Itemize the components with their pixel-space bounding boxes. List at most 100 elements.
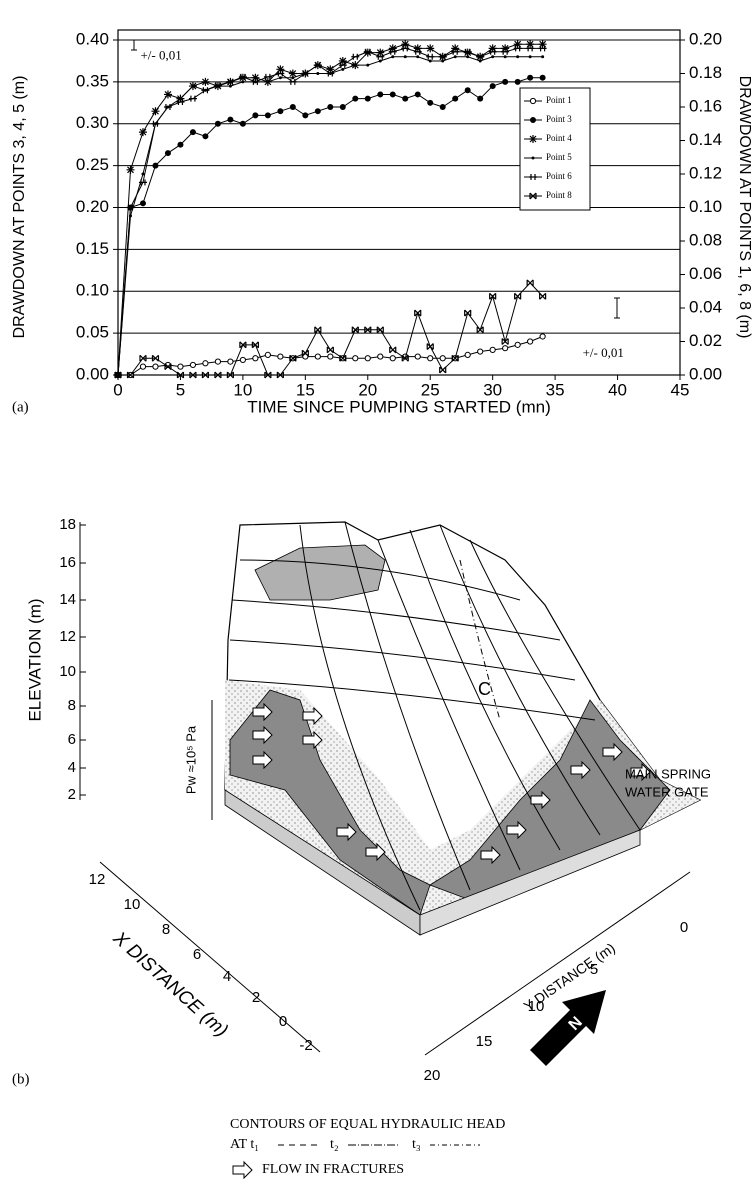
tick-label: 2 bbox=[252, 989, 260, 1006]
tick-label: 20 bbox=[424, 1067, 441, 1084]
marker bbox=[126, 371, 135, 379]
marker bbox=[313, 62, 322, 69]
panel-label: (a) bbox=[12, 399, 29, 415]
elevation-label: ELEVATION (m) bbox=[25, 598, 44, 721]
marker bbox=[377, 353, 384, 360]
marker bbox=[516, 55, 520, 59]
marker bbox=[364, 95, 371, 102]
y-distance-axis bbox=[424, 871, 691, 1056]
marker bbox=[363, 48, 372, 57]
marker bbox=[452, 95, 459, 102]
marker bbox=[202, 133, 209, 140]
marker bbox=[276, 371, 284, 379]
marker bbox=[413, 44, 422, 53]
pressure-label: Pw ≈10⁵ Pa bbox=[183, 725, 198, 794]
tick-label: 10 bbox=[124, 896, 141, 913]
marker bbox=[539, 74, 546, 81]
marker bbox=[503, 55, 507, 59]
y2-tick-label: 0.18 bbox=[689, 63, 722, 82]
y2-tick-label: 0.10 bbox=[689, 197, 722, 216]
marker bbox=[477, 95, 484, 102]
marker bbox=[529, 192, 537, 200]
marker bbox=[491, 55, 495, 59]
legend-title: CONTOURS OF EQUAL HYDRAULIC HEAD bbox=[230, 1117, 505, 1132]
tick-label: 0 bbox=[680, 919, 688, 936]
legend-box bbox=[519, 87, 591, 211]
marker bbox=[530, 117, 536, 123]
marker bbox=[466, 55, 470, 59]
marker bbox=[414, 353, 421, 360]
marker bbox=[277, 108, 284, 115]
y2-tick-label: 0.04 bbox=[689, 297, 722, 316]
marker bbox=[464, 309, 472, 317]
marker bbox=[339, 104, 346, 110]
marker bbox=[326, 65, 335, 74]
marker bbox=[439, 366, 447, 374]
marker bbox=[529, 174, 537, 180]
marker bbox=[139, 354, 147, 362]
y2-tick-label: 0.14 bbox=[689, 130, 722, 149]
tick-label: 6 bbox=[68, 731, 76, 748]
y2-tick-label: 0.02 bbox=[689, 331, 722, 350]
marker bbox=[339, 354, 347, 362]
legend-label: Point 5 bbox=[546, 152, 572, 162]
marker bbox=[463, 48, 472, 57]
marker bbox=[364, 326, 372, 334]
marker bbox=[514, 341, 521, 348]
tick-label: 18 bbox=[59, 516, 76, 533]
marker bbox=[126, 165, 135, 174]
marker bbox=[401, 40, 410, 49]
marker bbox=[476, 326, 484, 334]
marker bbox=[363, 48, 372, 55]
marker bbox=[488, 48, 497, 55]
marker bbox=[151, 120, 160, 127]
marker bbox=[402, 95, 409, 102]
marker bbox=[152, 363, 159, 370]
y2-tick-label: 0.16 bbox=[689, 96, 722, 115]
tick-label: 8 bbox=[68, 697, 76, 714]
y-tick-label: 0.15 bbox=[76, 239, 109, 258]
tick-label: 14 bbox=[59, 591, 76, 608]
y-tick-label: 0.20 bbox=[76, 197, 109, 216]
marker bbox=[453, 55, 457, 59]
marker bbox=[352, 95, 359, 102]
y-tick-label: 0.30 bbox=[76, 113, 109, 132]
y-distance-ticks: 0 5 10 15 20 bbox=[424, 919, 689, 1084]
marker bbox=[141, 172, 145, 176]
tick-label: 4 bbox=[223, 968, 231, 985]
x-tick-label: 30 bbox=[483, 380, 502, 399]
marker bbox=[338, 56, 347, 65]
y2-tick-label: 0.20 bbox=[689, 29, 722, 48]
marker bbox=[403, 55, 407, 59]
legend-label: Point 4 bbox=[546, 133, 572, 143]
error-bar-icon bbox=[614, 297, 620, 319]
marker bbox=[538, 45, 547, 52]
marker bbox=[152, 162, 159, 169]
marker bbox=[263, 73, 272, 80]
marker bbox=[413, 48, 422, 55]
marker bbox=[316, 72, 320, 75]
marker bbox=[476, 53, 485, 60]
marker bbox=[276, 65, 285, 74]
legend-label: Point 6 bbox=[546, 171, 572, 181]
marker bbox=[176, 98, 185, 105]
marker bbox=[326, 70, 335, 77]
marker bbox=[489, 346, 496, 353]
marker bbox=[451, 354, 459, 362]
marker bbox=[389, 346, 397, 354]
marker bbox=[526, 45, 535, 52]
error-bar-icon bbox=[131, 39, 137, 51]
marker bbox=[414, 309, 422, 317]
marker bbox=[151, 354, 160, 362]
annotation: +/- 0,01 bbox=[583, 345, 624, 360]
marker bbox=[351, 326, 359, 334]
marker bbox=[414, 91, 421, 98]
elevation-ticks: 18 16 14 12 10 8 6 4 2 bbox=[59, 516, 76, 803]
x-distance-label: X DISTANCE (m) bbox=[108, 927, 232, 1041]
diagram-block bbox=[211, 521, 702, 936]
marker bbox=[151, 107, 160, 116]
marker bbox=[214, 120, 221, 127]
marker bbox=[351, 53, 360, 60]
marker bbox=[416, 55, 420, 59]
marker bbox=[527, 74, 534, 81]
